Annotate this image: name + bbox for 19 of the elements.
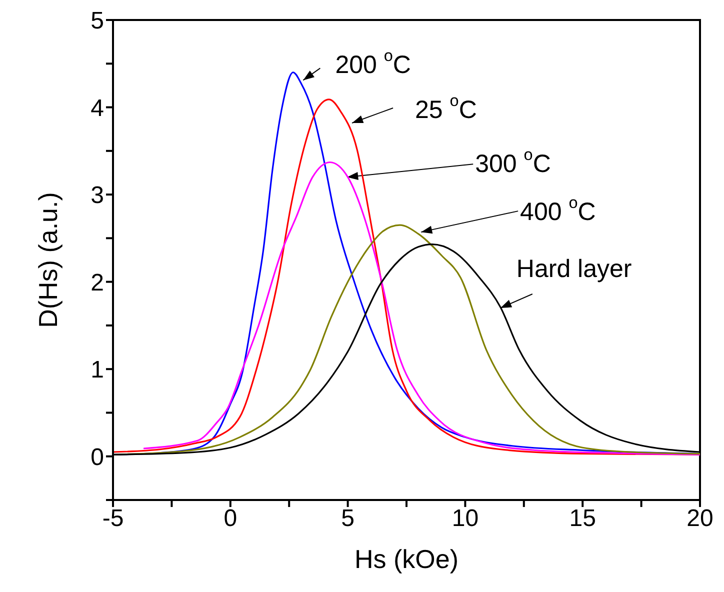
annotation: Hard layer	[516, 254, 632, 283]
x-tick-label: 10	[452, 505, 479, 532]
y-tick-label: 1	[90, 356, 104, 384]
annotation: 200 $^{o}$C	[335, 48, 411, 79]
x-tick-label: 0	[224, 505, 238, 532]
y-tick-label: 3	[90, 182, 104, 210]
x-axis-title: Hs (kOe)	[354, 544, 458, 574]
y-axis-title: D(Hs) (a.u.)	[33, 192, 64, 328]
x-tick-label: -5	[102, 505, 124, 532]
y-tick-label: 5	[90, 8, 104, 35]
annotation: 400 $^{o}$C	[520, 194, 596, 226]
annotation: 300 $^{o}$C	[475, 146, 551, 178]
x-tick-label: 5	[341, 505, 354, 532]
y-tick-label: 2	[90, 269, 104, 296]
y-tick-label: 4	[90, 94, 104, 122]
y-tick-label: 0	[90, 444, 104, 471]
x-tick-label: 20	[686, 505, 714, 532]
x-tick-label: 15	[569, 505, 596, 532]
annotation: 25 $^{o}$C	[415, 92, 477, 124]
